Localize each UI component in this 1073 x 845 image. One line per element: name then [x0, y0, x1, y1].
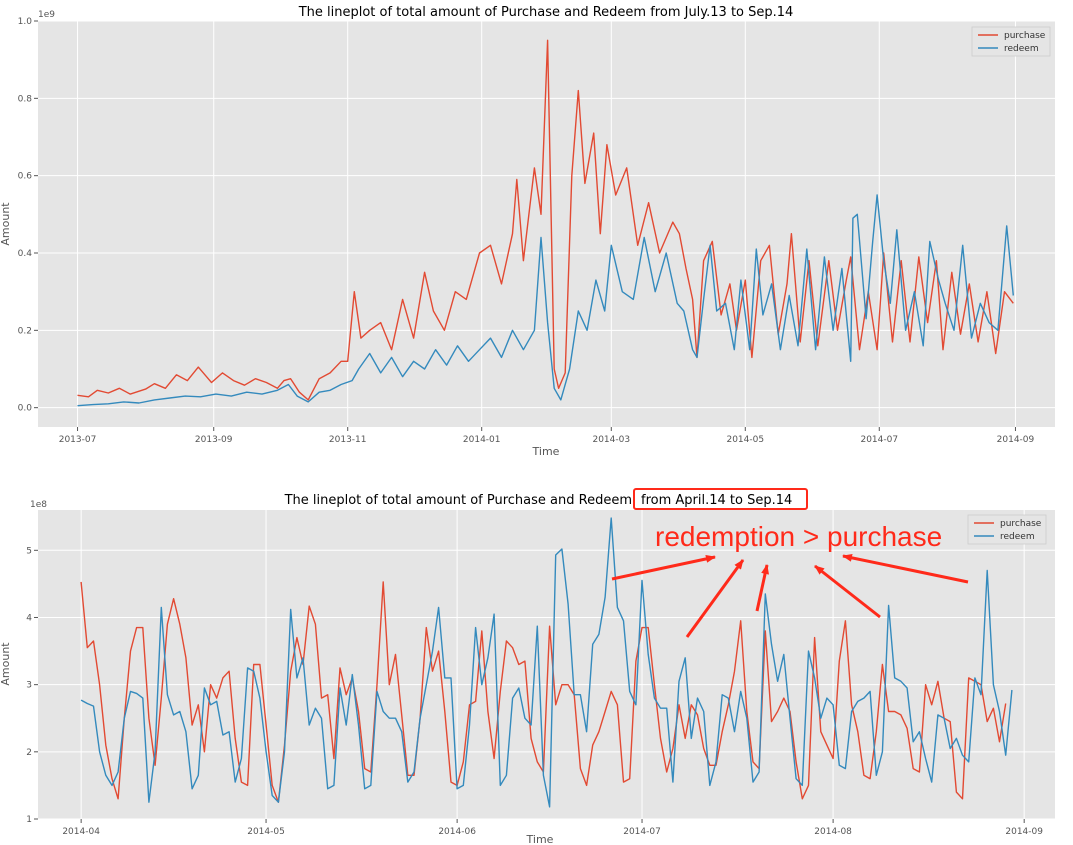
annotation-arrow-4: [814, 564, 881, 619]
bottom-x-tick-label: 2014-06: [438, 827, 476, 837]
top-y-tick-label: 0.6: [18, 172, 33, 182]
bottom-legend-box: [967, 514, 1047, 545]
bottom-y-scale-label: 1e8: [30, 500, 47, 510]
annotation-arrow-2: [685, 559, 745, 638]
top-y-scale-label: 1e9: [38, 10, 55, 20]
bottom-x-tick-label: 2014-07: [623, 827, 661, 837]
bottom-grid: [38, 510, 1055, 820]
top-x-tick-label: 2013-07: [59, 435, 97, 445]
bottom-chart: 2014-04 2014-05 2014-06 2014-07 2014-08 2014-…: [0, 488, 1055, 845]
bottom-chart-title: The lineplot of total amount of Purchase…: [284, 493, 632, 508]
bottom-y-tick-label: 1: [26, 815, 32, 825]
top-x-tick-label: 2014-09: [997, 435, 1035, 445]
annotation-arrows: [611, 553, 969, 638]
annotation-arrow-5: [842, 553, 969, 584]
bottom-y-tick-label: 3: [26, 681, 32, 691]
bottom-y-ticks: 1 2 3 4 5: [26, 546, 38, 825]
top-legend: purchase redeem: [971, 26, 1051, 57]
annotation-arrow-3: [755, 564, 769, 612]
bottom-y-tick-label: 5: [26, 546, 32, 556]
top-legend-box: [971, 26, 1051, 57]
bottom-x-tick-label: 2014-08: [814, 827, 852, 837]
bottom-chart-title-range: from April.14 to Sep.14: [641, 493, 792, 508]
top-x-tick-label: 2013-09: [195, 435, 233, 445]
bottom-x-ticks: 2014-04 2014-05 2014-06 2014-07 2014-08 2014-…: [62, 819, 1043, 837]
top-x-tick-label: 2014-01: [463, 435, 501, 445]
top-grid: [38, 20, 1055, 427]
top-chart-title: The lineplot of total amount of Purchase…: [298, 5, 794, 20]
top-legend-redeem-label: redeem: [1004, 44, 1039, 54]
bottom-x-tick-label: 2014-05: [247, 827, 285, 837]
top-series: [77, 39, 1014, 407]
bottom-y-tick-label: 2: [26, 748, 32, 758]
bottom-legend-purchase-label: purchase: [1000, 519, 1042, 529]
top-x-tick-label: 2014-03: [592, 435, 630, 445]
bottom-redeem-line: [80, 517, 1013, 808]
bottom-legend: purchase redeem: [967, 514, 1047, 545]
bottom-x-tick-label: 2014-04: [62, 827, 100, 837]
top-x-ticks: 2013-07 2013-09 2013-11 2014-01 2014-03 2014-…: [59, 427, 1035, 445]
annotation-text: redemption > purchase: [655, 521, 942, 552]
bottom-y-tick-label: 4: [26, 613, 32, 623]
top-chart: 2013-07 2013-09 2013-11 2014-01 2014-03 2014-…: [0, 5, 1055, 458]
top-y-tick-label: 0.4: [18, 249, 33, 259]
title-highlight-box: [633, 488, 808, 510]
annotation-arrow-1: [611, 554, 716, 581]
top-x-tick-label: 2013-11: [329, 435, 367, 445]
top-y-ticks: 0.0 0.2 0.4 0.6 0.8 1.0: [18, 17, 38, 414]
top-legend-purchase-label: purchase: [1004, 31, 1046, 41]
bottom-x-axis-label: Time: [526, 833, 554, 845]
top-x-axis-label: Time: [532, 445, 560, 458]
top-x-tick-label: 2014-05: [726, 435, 764, 445]
top-redeem-line: [77, 194, 1014, 407]
bottom-series: [80, 517, 1013, 808]
bottom-y-axis-label: Amount: [0, 642, 12, 686]
top-y-tick-label: 0.0: [18, 404, 33, 414]
bottom-x-tick-label: 2014-09: [1005, 827, 1043, 837]
top-y-axis-label: Amount: [0, 202, 12, 246]
top-y-tick-label: 0.2: [18, 326, 32, 336]
top-x-tick-label: 2014-07: [860, 435, 898, 445]
top-y-tick-label: 0.8: [18, 94, 33, 104]
bottom-legend-redeem-label: redeem: [1000, 532, 1035, 542]
top-plot-area: [38, 21, 1055, 427]
top-y-tick-label: 1.0: [18, 17, 33, 27]
